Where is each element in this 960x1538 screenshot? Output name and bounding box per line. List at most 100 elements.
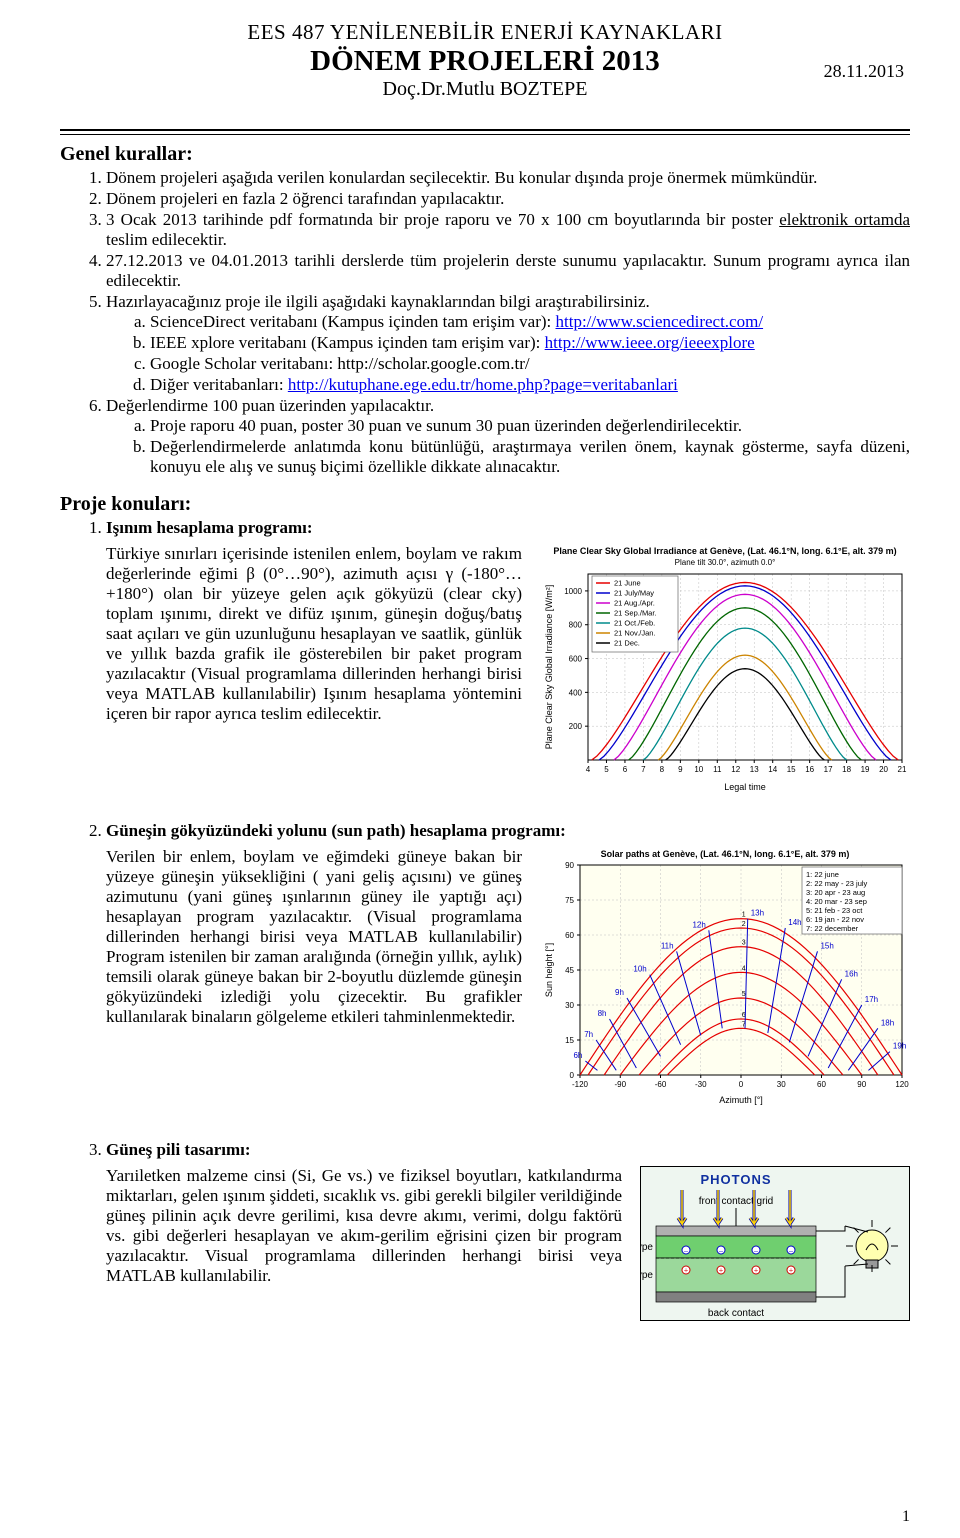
svg-text:6: 19 jan - 22 nov: 6: 19 jan - 22 nov [806,915,864,924]
date-row: 28.11.2013 [60,101,910,123]
solar-cell-diagram: –+–+–+–+n-typep-typefront contact gridba… [640,1166,910,1321]
svg-text:30: 30 [565,1001,574,1010]
course-code-title: EES 487 YENİLENEBİLİR ENERJİ KAYNAKLARI [60,20,910,45]
rules-heading: Genel kurallar: [60,143,910,166]
svg-text:21 June: 21 June [614,579,641,588]
svg-text:800: 800 [569,621,583,630]
source-a-link[interactable]: http://www.sciencedirect.com/ [556,312,764,331]
svg-text:1: 22 june: 1: 22 june [806,870,839,879]
rule-5-text: Hazırlayacağınız proje ile ilgili aşağıd… [106,292,650,311]
sources-list: ScienceDirect veritabanı (Kampus içinden… [150,312,910,395]
svg-text:Azimuth [°]: Azimuth [°] [719,1095,763,1105]
project-title: DÖNEM PROJELERİ 2013 [60,45,910,78]
source-b-link[interactable]: http://www.ieee.org/ieeexplore [545,333,755,352]
svg-text:7: 7 [641,765,646,774]
svg-text:16h: 16h [845,969,858,978]
svg-text:Legal time: Legal time [724,782,766,792]
svg-text:19h: 19h [893,1042,906,1051]
svg-text:+: + [719,1266,724,1275]
svg-text:Plane tilt 30.0°, azimuth 0.: Plane tilt 30.0°, azimuth 0.0° [675,558,776,567]
topic-1-title: Işınım hesaplama programı: [106,518,313,537]
source-item: Diğer veritabanları: http://kutuphane.eg… [150,375,910,395]
topic-3-figure: –+–+–+–+n-typep-typefront contact gridba… [640,1166,910,1326]
svg-text:30: 30 [777,1080,786,1089]
svg-text:60: 60 [817,1080,826,1089]
source-b-label: IEEE xplore veritabanı (Kampus içinden t… [150,333,545,352]
rule-3-underline: elektronik ortamda [779,210,910,229]
svg-text:2: 2 [742,921,746,928]
svg-text:Sun height [°]: Sun height [°] [544,943,554,997]
svg-text:4: 4 [742,965,746,972]
topic-1-row: Türkiye sınırları içerisinde istenilen e… [106,544,910,799]
svg-text:7: 22 december: 7: 22 december [806,924,859,933]
svg-text:11h: 11h [661,941,674,950]
svg-text:90: 90 [857,1080,866,1089]
svg-text:PHOTONS: PHOTONS [700,1172,771,1187]
svg-text:21: 21 [898,765,907,774]
svg-text:15: 15 [787,765,796,774]
svg-text:3: 20 apr - 23 aug: 3: 20 apr - 23 aug [806,888,865,897]
rule-3-pre: 3 Ocak 2013 tarihinde pdf formatında bir… [106,210,779,229]
svg-text:5: 5 [604,765,609,774]
svg-text:14h: 14h [788,918,801,927]
svg-text:back contact: back contact [708,1308,764,1319]
eval-item: Proje raporu 40 puan, poster 30 puan ve … [150,416,910,436]
svg-text:7h: 7h [584,1030,593,1039]
svg-text:60: 60 [565,931,574,940]
svg-text:4: 20 mar - 23 sep: 4: 20 mar - 23 sep [806,897,867,906]
svg-text:45: 45 [565,966,574,975]
svg-text:0: 0 [739,1080,744,1089]
topic-item: Güneşin gökyüzündeki yolunu (sun path) h… [106,821,910,1112]
svg-text:9h: 9h [615,988,624,997]
svg-text:14: 14 [768,765,777,774]
svg-text:9: 9 [678,765,683,774]
topic-2-row: Verilen bir enlem, boylam ve eğimdeki gü… [106,847,910,1112]
svg-text:16: 16 [805,765,814,774]
svg-text:0: 0 [570,1071,575,1080]
source-d-link[interactable]: http://kutuphane.ege.edu.tr/home.php?pag… [288,375,678,394]
svg-text:12h: 12h [692,920,705,929]
rule-item: Dönem projeleri aşağıda verilen konulard… [106,168,910,188]
topic-3-row: Yarıiletken malzeme cinsi (Si, Ge vs.) v… [106,1166,910,1326]
svg-text:21 Nov./Jan.: 21 Nov./Jan. [614,629,656,638]
rules-list: Dönem projeleri aşağıda verilen konulard… [106,168,910,477]
document-date: 28.11.2013 [824,61,904,82]
svg-text:21 Aug./Apr.: 21 Aug./Apr. [614,599,655,608]
svg-text:8h: 8h [598,1009,607,1018]
svg-text:120: 120 [895,1080,909,1089]
svg-text:600: 600 [569,655,583,664]
sunpath-chart: Solar paths at Genève, (Lat. 46.1°N, lon… [540,847,910,1107]
svg-text:10: 10 [694,765,703,774]
svg-text:21 Sep./Mar.: 21 Sep./Mar. [614,609,657,618]
rule-6-text: Değerlendirme 100 puan üzerinden yapılac… [106,396,434,415]
topics-heading: Proje konuları: [60,493,910,516]
svg-text:10h: 10h [633,965,646,974]
irradiance-chart: Plane Clear Sky Global Irradiance at Gen… [540,544,910,794]
svg-text:+: + [684,1266,689,1275]
svg-text:21 July/May: 21 July/May [614,589,654,598]
svg-text:5: 5 [742,991,746,998]
svg-text:19: 19 [861,765,870,774]
svg-text:13: 13 [750,765,759,774]
source-item: Google Scholar veritabanı: http://schola… [150,354,910,374]
svg-text:-120: -120 [572,1080,589,1089]
svg-text:5: 21 feb - 23 oct: 5: 21 feb - 23 oct [806,906,863,915]
svg-text:15: 15 [565,1036,574,1045]
svg-text:15h: 15h [820,941,833,950]
svg-text:21 Dec.: 21 Dec. [614,639,640,648]
svg-text:90: 90 [565,861,574,870]
topic-item: Işınım hesaplama programı: Türkiye sınır… [106,518,910,799]
svg-text:6: 6 [623,765,628,774]
topic-3-body: Yarıiletken malzeme cinsi (Si, Ge vs.) v… [106,1166,622,1286]
svg-text:18: 18 [842,765,851,774]
svg-text:3: 3 [742,940,746,947]
svg-text:4: 4 [586,765,591,774]
source-d-label: Diğer veritabanları: [150,375,288,394]
svg-text:400: 400 [569,688,583,697]
svg-text:75: 75 [565,896,574,905]
source-item: IEEE xplore veritabanı (Kampus içinden t… [150,333,910,353]
svg-text:1: 1 [742,912,746,919]
svg-text:18h: 18h [881,1018,894,1027]
svg-text:11: 11 [713,765,722,774]
rule-item: Değerlendirme 100 puan üzerinden yapılac… [106,396,910,477]
